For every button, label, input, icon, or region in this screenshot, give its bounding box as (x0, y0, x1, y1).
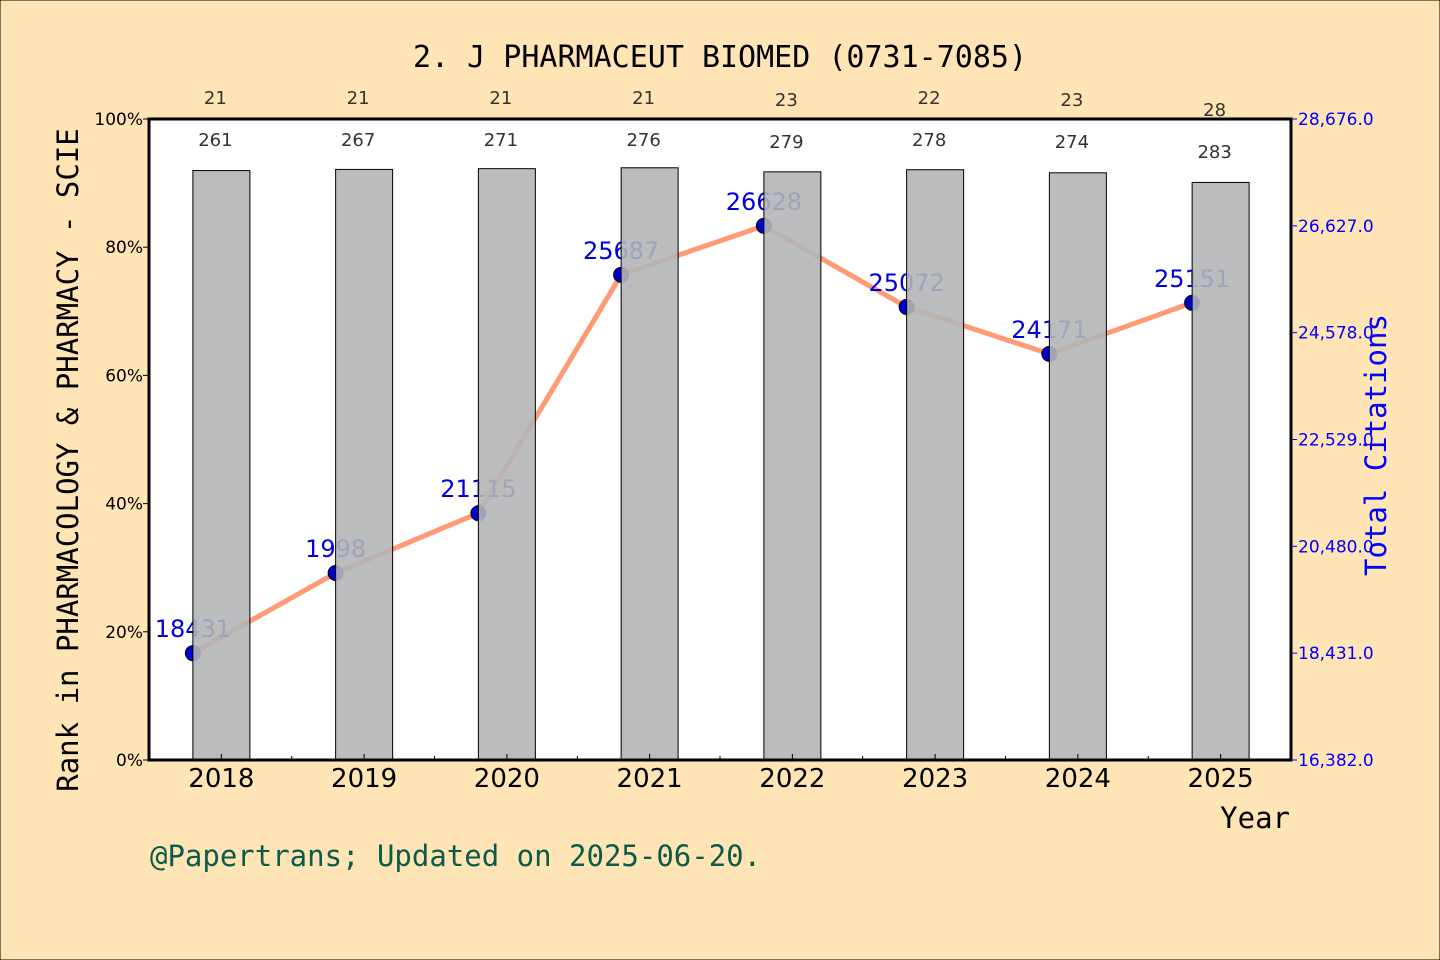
y-tick-label: 20% (105, 623, 143, 643)
rank-bar (1048, 172, 1107, 761)
x-tick-label: 2021 (617, 764, 683, 794)
y-tick-label: 60% (105, 366, 143, 386)
rank-numerator: 21 (489, 88, 512, 109)
rank-numerator: 21 (347, 88, 370, 109)
y2-tick-label: 18,431.0 (1298, 644, 1374, 664)
rank-denominator: 283 (1197, 142, 1231, 163)
x-tick-label: 2023 (902, 764, 968, 794)
y2-tick-label: 28,676.0 (1298, 110, 1374, 130)
y2-tick-label: 16,382.0 (1298, 751, 1374, 771)
y2-tick-label: 26,627.0 (1298, 217, 1374, 237)
rank-denominator: 261 (198, 130, 232, 151)
rank-numerator: 21 (632, 88, 655, 109)
rank-denominator: 279 (769, 132, 803, 153)
footer-note: @Papertrans; Updated on 2025-06-20. (150, 839, 761, 873)
y-axis-label: Rank in PHARMACOLOGY & PHARMACY - SCIE (51, 128, 85, 791)
rank-bar (906, 169, 965, 761)
plot-area (149, 119, 1291, 760)
rank-bar (763, 171, 822, 761)
y-tick-label: 0% (116, 751, 143, 771)
rank-numerator: 22 (918, 88, 941, 109)
rank-numerator: 28 (1203, 100, 1226, 121)
y2-axis-label: Total Citations (1359, 314, 1393, 576)
rank-denominator: 278 (912, 130, 946, 151)
chart-title: 2. J PHARMACEUT BIOMED (0731-7085) (413, 40, 1027, 75)
rank-bar (477, 168, 536, 761)
rank-denominator: 276 (626, 130, 660, 151)
y-tick-label: 80% (105, 238, 143, 258)
x-tick-label: 2019 (331, 764, 397, 794)
x-tick-label: 2025 (1188, 764, 1254, 794)
x-axis-label: Year (1220, 801, 1290, 835)
rank-bar (192, 170, 251, 761)
y-tick-label: 100% (94, 110, 143, 130)
rank-bar (620, 167, 679, 761)
rank-bar (1191, 181, 1250, 761)
rank-numerator: 23 (775, 90, 798, 111)
rank-denominator: 274 (1055, 132, 1089, 153)
rank-bar (335, 168, 394, 761)
y2-tick-label: 24,578.0 (1298, 324, 1374, 344)
y2-tick-label: 22,529.0 (1298, 431, 1374, 451)
x-tick-label: 2024 (1045, 764, 1111, 794)
y-tick-label: 40% (105, 495, 143, 515)
rank-numerator: 23 (1060, 90, 1083, 111)
x-tick-label: 2022 (759, 764, 825, 794)
rank-denominator: 271 (484, 130, 518, 151)
rank-denominator: 267 (341, 130, 375, 151)
y2-tick-label: 20,480.0 (1298, 537, 1374, 557)
rank-numerator: 21 (204, 88, 227, 109)
x-tick-label: 2020 (474, 764, 540, 794)
x-tick-label: 2018 (188, 764, 254, 794)
